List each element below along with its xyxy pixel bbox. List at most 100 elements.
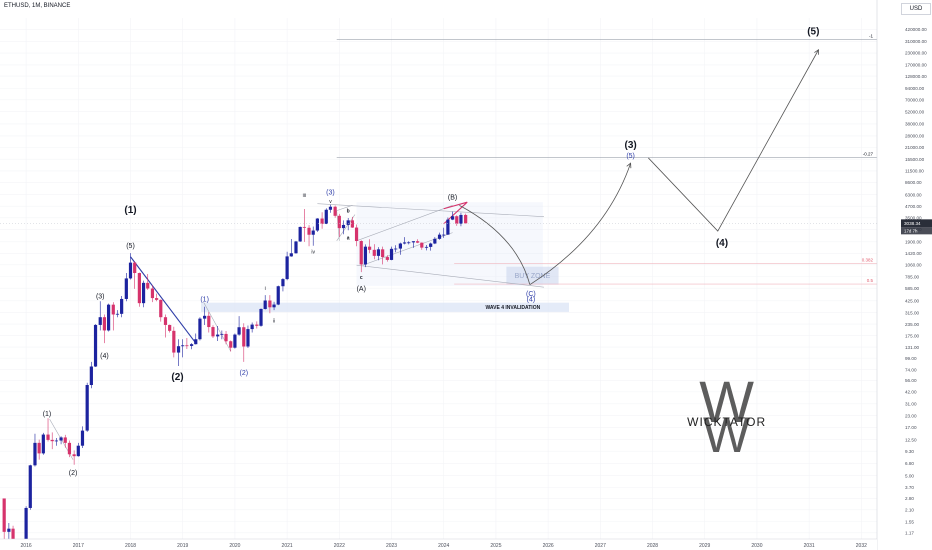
candle-body: [246, 329, 250, 347]
candle-body: [93, 324, 98, 367]
candle-body: [276, 286, 280, 305]
candle-body: [54, 440, 58, 442]
wave-label: (B): [448, 195, 457, 202]
candle-body: [363, 246, 368, 265]
wave-label: (3): [624, 140, 636, 151]
buy-zone-label: BUY ZONE: [515, 273, 551, 280]
wave-label: (5): [626, 153, 635, 160]
y-tick-label: 425.00: [905, 298, 919, 303]
y-tick-label: 131.00: [905, 345, 919, 350]
projection-arrowhead: [814, 48, 819, 55]
y-tick-label: 6300.00: [905, 192, 922, 197]
y-tick-label: 99.00: [905, 356, 917, 361]
fib-level-label: -1: [869, 33, 873, 38]
y-tick-label: 31.00: [905, 402, 917, 407]
candle-body: [89, 366, 93, 386]
wave-label: i: [265, 286, 266, 292]
trendline: [356, 264, 544, 288]
wave-label: (A): [357, 286, 366, 293]
watermark-letter-bottom: W: [703, 407, 751, 463]
y-tick-label: 23.00: [905, 413, 917, 418]
candle-body: [24, 507, 28, 542]
candle-body: [137, 273, 141, 304]
y-tick-label: 56.00: [905, 378, 917, 383]
candle-body: [333, 206, 337, 216]
symbol-label: ETHUSD, 1M, BINANCE: [4, 3, 71, 9]
wave-label: (5): [807, 27, 819, 38]
candle-body: [268, 300, 272, 308]
trendline: [336, 214, 356, 241]
candle-body: [198, 318, 202, 340]
candle-body: [289, 253, 293, 257]
candle-body: [350, 220, 354, 228]
current-price-marker: [901, 219, 932, 228]
candle-body: [385, 257, 389, 260]
candle-body: [67, 442, 72, 455]
y-tick-label: 9.30: [905, 449, 914, 454]
candle-body: [394, 248, 398, 250]
x-tick-label: 2028: [647, 543, 658, 549]
y-tick-label: 38000.00: [905, 122, 925, 127]
candle-body: [7, 528, 11, 532]
wave-label: (4): [527, 296, 536, 303]
candle-body: [272, 304, 276, 308]
candle-body: [320, 218, 324, 224]
candle-body: [389, 248, 394, 260]
candle-body: [442, 234, 446, 236]
candle-body: [302, 226, 306, 228]
candle-body: [159, 299, 163, 318]
x-tick-label: 2031: [804, 543, 815, 549]
projection-leg-3: [529, 163, 631, 285]
countdown-label: 17d 7h: [904, 228, 918, 233]
candle-body: [141, 282, 146, 304]
candle-body: [28, 465, 32, 508]
y-tick-label: 8600.00: [905, 180, 922, 185]
candle-body: [376, 249, 381, 256]
candle-body: [33, 442, 37, 466]
candle-body: [233, 334, 237, 348]
candle-body: [359, 241, 363, 265]
candle-body: [2, 498, 6, 532]
candle-body: [203, 315, 207, 319]
x-tick-label: 2027: [595, 543, 606, 549]
candle-body: [146, 282, 150, 289]
projection-leg-4-5: [648, 49, 819, 232]
x-tick-label: 2022: [334, 543, 345, 549]
currency-button[interactable]: USD: [901, 3, 931, 15]
candle-body: [402, 242, 407, 244]
y-tick-label: 420000.00: [905, 27, 927, 32]
y-tick-label: 170000.00: [905, 63, 927, 68]
y-tick-label: 6.80: [905, 461, 914, 466]
y-tick-label: 74.00: [905, 367, 917, 372]
candle-body: [324, 209, 328, 224]
candle-body: [128, 262, 133, 279]
candle-body: [150, 288, 155, 299]
candle-body: [398, 243, 402, 249]
wave-label: (2): [240, 370, 249, 377]
candle-body: [133, 262, 137, 274]
candle-body: [220, 333, 224, 335]
wave-label: (1): [124, 205, 136, 216]
candle-body: [446, 219, 450, 235]
y-tick-label: 3500.00: [905, 215, 922, 220]
candle-body: [416, 241, 420, 243]
trendline: [356, 205, 453, 242]
candle-body: [437, 234, 442, 239]
wave4-invalidation-band: [200, 302, 570, 312]
countdown-marker: [901, 227, 932, 235]
price-axis-bg: [877, 0, 932, 550]
x-tick-label: 2026: [543, 543, 554, 549]
wave-label: v: [329, 199, 332, 205]
y-tick-label: 1900.00: [905, 240, 922, 245]
candle-body: [250, 324, 254, 330]
y-tick-label: 11500.00: [905, 169, 924, 174]
y-tick-label: 128000.00: [905, 74, 927, 79]
wave-label: (C): [526, 291, 536, 298]
x-tick-label: 2025: [490, 543, 501, 549]
fib-level-label: 0.5: [867, 278, 874, 283]
projection-leg-c: [459, 204, 531, 285]
candle-body: [307, 227, 311, 235]
candle-body: [420, 242, 424, 248]
